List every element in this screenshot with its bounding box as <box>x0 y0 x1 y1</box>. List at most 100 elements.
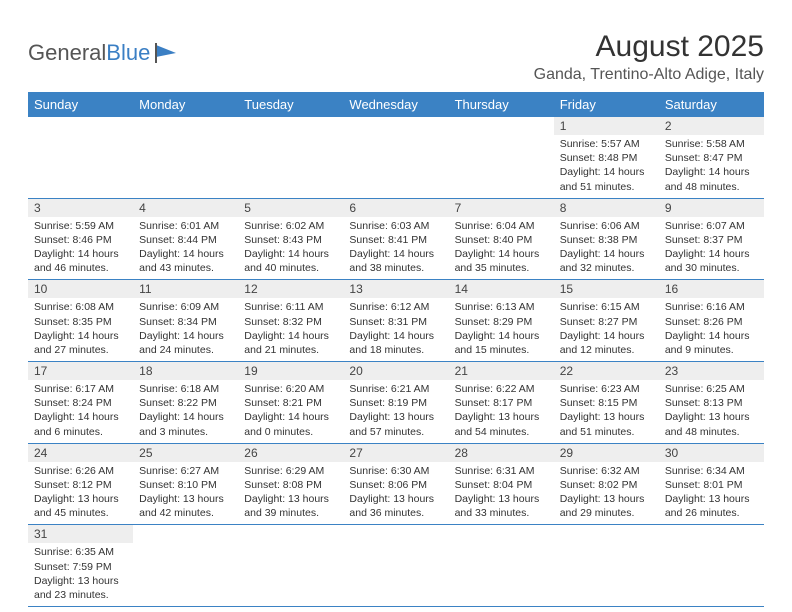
daylight-line: Daylight: 14 hours and 18 minutes. <box>349 329 442 357</box>
day-data: Sunrise: 6:32 AMSunset: 8:02 PMDaylight:… <box>554 462 659 525</box>
day-data: Sunrise: 6:29 AMSunset: 8:08 PMDaylight:… <box>238 462 343 525</box>
day-number: 21 <box>449 362 554 380</box>
daylight-line: Daylight: 13 hours and 29 minutes. <box>560 492 653 520</box>
sunset-line: Sunset: 8:29 PM <box>455 315 548 329</box>
sunset-line: Sunset: 8:10 PM <box>139 478 232 492</box>
calendar-cell: 9Sunrise: 6:07 AMSunset: 8:37 PMDaylight… <box>659 198 764 280</box>
calendar-cell: 2Sunrise: 5:58 AMSunset: 8:47 PMDaylight… <box>659 117 764 198</box>
sunrise-line: Sunrise: 6:08 AM <box>34 300 127 314</box>
day-number: 26 <box>238 444 343 462</box>
sunrise-line: Sunrise: 6:30 AM <box>349 464 442 478</box>
day-number: 18 <box>133 362 238 380</box>
day-header: Thursday <box>449 92 554 117</box>
calendar-cell: 14Sunrise: 6:13 AMSunset: 8:29 PMDayligh… <box>449 280 554 362</box>
logo: GeneralBlue <box>28 40 180 66</box>
sunrise-line: Sunrise: 6:20 AM <box>244 382 337 396</box>
daylight-line: Daylight: 14 hours and 43 minutes. <box>139 247 232 275</box>
daylight-line: Daylight: 14 hours and 40 minutes. <box>244 247 337 275</box>
calendar-cell: 6 Sunrise: 6:03 AMSunset: 8:41 PMDaylight… <box>343 198 448 280</box>
calendar-week-row: 3Sunrise: 5:59 AMSunset: 8:46 PMDaylight… <box>28 198 764 280</box>
sunset-line: Sunset: 8:44 PM <box>139 233 232 247</box>
day-number: 4 <box>133 199 238 217</box>
calendar-cell: 5Sunrise: 6:02 AMSunset: 8:43 PMDaylight… <box>238 198 343 280</box>
sunrise-line: Sunrise: 6:12 AM <box>349 300 442 314</box>
logo-flag-icon <box>154 43 180 63</box>
day-data: Sunrise: 6:34 AMSunset: 8:01 PMDaylight:… <box>659 462 764 525</box>
day-number: 19 <box>238 362 343 380</box>
sunset-line: Sunset: 8:19 PM <box>349 396 442 410</box>
calendar-cell <box>133 117 238 198</box>
sunrise-line: Sunrise: 5:58 AM <box>665 137 758 151</box>
calendar-cell: 19Sunrise: 6:20 AMSunset: 8:21 PMDayligh… <box>238 362 343 444</box>
sunrise-line: Sunrise: 6:04 AM <box>455 219 548 233</box>
header: GeneralBlue August 2025 Ganda, Trentino-… <box>28 30 764 84</box>
calendar-cell: 28Sunrise: 6:31 AMSunset: 8:04 PMDayligh… <box>449 443 554 525</box>
daylight-line: Daylight: 14 hours and 48 minutes. <box>665 165 758 193</box>
day-data: Sunrise: 6:26 AMSunset: 8:12 PMDaylight:… <box>28 462 133 525</box>
sunrise-line: Sunrise: 6:03 AM <box>349 219 442 233</box>
calendar-cell: 18Sunrise: 6:18 AMSunset: 8:22 PMDayligh… <box>133 362 238 444</box>
daylight-line: Daylight: 14 hours and 27 minutes. <box>34 329 127 357</box>
calendar-cell <box>449 525 554 607</box>
sunrise-line: Sunrise: 6:31 AM <box>455 464 548 478</box>
calendar-week-row: 17Sunrise: 6:17 AMSunset: 8:24 PMDayligh… <box>28 362 764 444</box>
calendar-cell: 13Sunrise: 6:12 AMSunset: 8:31 PMDayligh… <box>343 280 448 362</box>
sunset-line: Sunset: 8:46 PM <box>34 233 127 247</box>
day-data: Sunrise: 5:59 AMSunset: 8:46 PMDaylight:… <box>28 217 133 280</box>
day-data: Sunrise: 6:35 AMSunset: 7:59 PMDaylight:… <box>28 543 133 606</box>
daylight-line: Daylight: 13 hours and 36 minutes. <box>349 492 442 520</box>
day-number: 23 <box>659 362 764 380</box>
sunrise-line: Sunrise: 6:06 AM <box>560 219 653 233</box>
calendar-cell: 21Sunrise: 6:22 AMSunset: 8:17 PMDayligh… <box>449 362 554 444</box>
calendar-cell: 22Sunrise: 6:23 AMSunset: 8:15 PMDayligh… <box>554 362 659 444</box>
day-number: 7 <box>449 199 554 217</box>
daylight-line: Daylight: 14 hours and 38 minutes. <box>349 247 442 275</box>
sunset-line: Sunset: 8:17 PM <box>455 396 548 410</box>
day-data: Sunrise: 6:12 AMSunset: 8:31 PMDaylight:… <box>343 298 448 361</box>
day-number: 6 <box>343 199 448 217</box>
day-number: 5 <box>238 199 343 217</box>
day-number: 22 <box>554 362 659 380</box>
calendar-cell <box>449 117 554 198</box>
calendar-cell: 1Sunrise: 5:57 AMSunset: 8:48 PMDaylight… <box>554 117 659 198</box>
daylight-line: Daylight: 13 hours and 48 minutes. <box>665 410 758 438</box>
daylight-line: Daylight: 14 hours and 51 minutes. <box>560 165 653 193</box>
day-data: Sunrise: 6:15 AMSunset: 8:27 PMDaylight:… <box>554 298 659 361</box>
day-data: Sunrise: 6:27 AMSunset: 8:10 PMDaylight:… <box>133 462 238 525</box>
calendar-cell: 3Sunrise: 5:59 AMSunset: 8:46 PMDaylight… <box>28 198 133 280</box>
calendar-cell: 12Sunrise: 6:11 AMSunset: 8:32 PMDayligh… <box>238 280 343 362</box>
sunset-line: Sunset: 8:08 PM <box>244 478 337 492</box>
sunrise-line: Sunrise: 6:22 AM <box>455 382 548 396</box>
calendar-cell: 16Sunrise: 6:16 AMSunset: 8:26 PMDayligh… <box>659 280 764 362</box>
sunrise-line: Sunrise: 6:01 AM <box>139 219 232 233</box>
daylight-line: Daylight: 14 hours and 0 minutes. <box>244 410 337 438</box>
day-data: Sunrise: 6:22 AMSunset: 8:17 PMDaylight:… <box>449 380 554 443</box>
sunrise-line: Sunrise: 6:26 AM <box>34 464 127 478</box>
sunrise-line: Sunrise: 6:35 AM <box>34 545 127 559</box>
calendar-cell <box>133 525 238 607</box>
day-data: Sunrise: 6:20 AMSunset: 8:21 PMDaylight:… <box>238 380 343 443</box>
day-data: Sunrise: 6:08 AMSunset: 8:35 PMDaylight:… <box>28 298 133 361</box>
calendar-cell: 31Sunrise: 6:35 AMSunset: 7:59 PMDayligh… <box>28 525 133 607</box>
sunrise-line: Sunrise: 5:57 AM <box>560 137 653 151</box>
calendar-cell: 24Sunrise: 6:26 AMSunset: 8:12 PMDayligh… <box>28 443 133 525</box>
daylight-line: Daylight: 13 hours and 26 minutes. <box>665 492 758 520</box>
day-header: Wednesday <box>343 92 448 117</box>
daylight-line: Daylight: 14 hours and 30 minutes. <box>665 247 758 275</box>
day-number: 30 <box>659 444 764 462</box>
sunset-line: Sunset: 8:41 PM <box>349 233 442 247</box>
daylight-line: Daylight: 13 hours and 51 minutes. <box>560 410 653 438</box>
calendar-cell <box>343 525 448 607</box>
day-data: Sunrise: 6:25 AMSunset: 8:13 PMDaylight:… <box>659 380 764 443</box>
day-data: Sunrise: 6:18 AMSunset: 8:22 PMDaylight:… <box>133 380 238 443</box>
sunset-line: Sunset: 8:01 PM <box>665 478 758 492</box>
logo-text-blue: Blue <box>106 40 150 66</box>
day-data: Sunrise: 6:02 AMSunset: 8:43 PMDaylight:… <box>238 217 343 280</box>
day-data: Sunrise: 6:11 AMSunset: 8:32 PMDaylight:… <box>238 298 343 361</box>
logo-text-general: General <box>28 40 106 66</box>
calendar-cell: 4 Sunrise: 6:01 AMSunset: 8:44 PMDaylight… <box>133 198 238 280</box>
sunset-line: Sunset: 8:37 PM <box>665 233 758 247</box>
sunset-line: Sunset: 8:32 PM <box>244 315 337 329</box>
day-number: 29 <box>554 444 659 462</box>
calendar-cell <box>238 117 343 198</box>
